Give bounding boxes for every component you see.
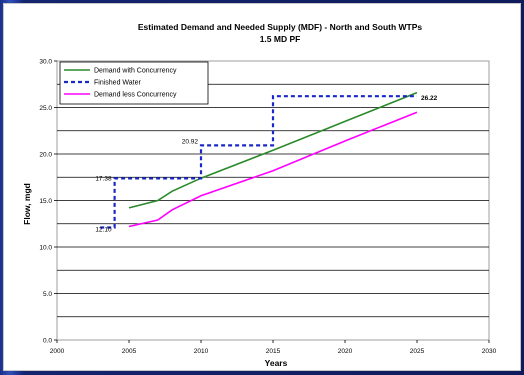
x-tick-label: 2005 <box>122 348 137 355</box>
chart-panel: Estimated Demand and Needed Supply (MDF)… <box>3 3 521 371</box>
x-tick-label: 2020 <box>338 348 353 355</box>
y-tick-label: 0.0 <box>43 338 52 345</box>
data-label: 12.10 <box>95 226 112 233</box>
x-tick-label: 2010 <box>194 348 209 355</box>
legend-label: Demand less Concurrency <box>94 92 177 99</box>
data-label: 17.38 <box>95 175 112 182</box>
series-layer <box>100 91 418 229</box>
y-axis-label: Flow, mgd <box>22 183 32 225</box>
x-tick-label: 2000 <box>50 348 65 355</box>
x-tick-label: 2015 <box>266 348 281 355</box>
chart-subtitle: 1.5 MD PF <box>260 34 301 44</box>
series-line-3 <box>128 111 418 228</box>
y-tick-label: 10.0 <box>39 245 52 252</box>
x-tick-label: 2030 <box>482 348 497 355</box>
x-axis-label: Years <box>265 358 288 368</box>
y-tick-label: 20.0 <box>39 152 52 159</box>
line-chart: Estimated Demand and Needed Supply (MDF)… <box>22 22 497 368</box>
y-tick-label: 5.0 <box>43 291 52 298</box>
legend: Demand with Concurrency Finished Water Dem… <box>59 61 209 105</box>
y-tick-label: 25.0 <box>39 105 52 112</box>
y-axis-ticks: 0.0 5.0 10.0 15.0 20.0 25.0 30.0 <box>39 59 57 345</box>
series-line-2 <box>100 95 417 229</box>
y-tick-label: 30.0 <box>39 59 52 66</box>
x-tick-label: 2025 <box>410 348 425 355</box>
x-axis-ticks: 2000 2005 2010 2015 2020 2025 2030 <box>50 340 497 355</box>
data-labels: 12.10 17.38 20.92 26.22 <box>95 95 437 233</box>
legend-box <box>59 61 209 105</box>
legend-label: Finished Water <box>94 80 141 87</box>
data-label: 20.92 <box>182 138 199 145</box>
y-tick-label: 15.0 <box>39 198 52 205</box>
data-label: 26.22 <box>421 95 438 102</box>
legend-label: Demand with Concurrency <box>94 68 177 75</box>
chart-title: Estimated Demand and Needed Supply (MDF)… <box>138 22 423 32</box>
